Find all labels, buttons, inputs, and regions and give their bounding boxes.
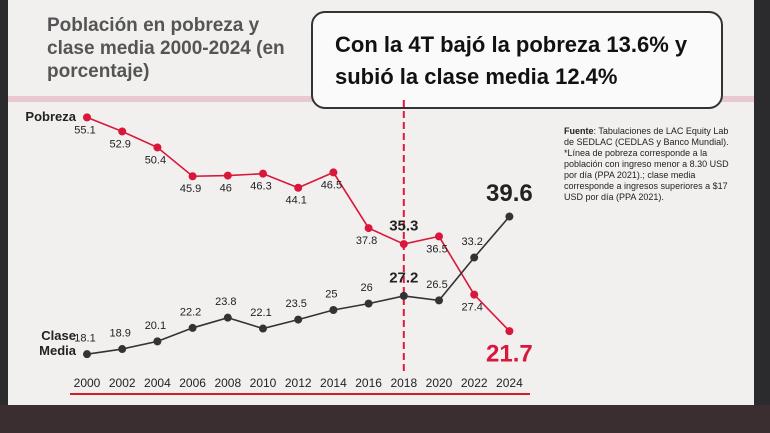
data-label: 37.8 xyxy=(356,235,377,247)
x-tick-label: 2000 xyxy=(74,376,101,390)
data-label: 39.6 xyxy=(486,180,533,207)
point xyxy=(505,327,514,336)
data-label: 27.2 xyxy=(389,269,418,286)
data-label: 46.5 xyxy=(321,179,342,191)
point xyxy=(259,169,267,178)
point xyxy=(329,168,338,177)
data-label: 52.9 xyxy=(109,138,130,150)
point xyxy=(223,313,232,322)
x-tick-label: 2018 xyxy=(390,376,417,390)
source-label: Fuente xyxy=(564,126,594,136)
point xyxy=(188,172,197,181)
point xyxy=(435,296,443,305)
data-label: 36.5 xyxy=(426,243,447,255)
data-label: 23.8 xyxy=(215,296,236,308)
x-tick-label: 2008 xyxy=(214,376,241,390)
chart-title: Población en pobreza y clase media 2000-… xyxy=(47,15,285,82)
point xyxy=(118,127,127,136)
data-label: 20.1 xyxy=(145,320,166,332)
x-tick-label: 2024 xyxy=(496,376,523,390)
data-label: 22.2 xyxy=(180,306,201,318)
data-label: 55.1 xyxy=(74,124,95,136)
data-label: 27.4 xyxy=(461,302,482,314)
x-tick-label: 2014 xyxy=(320,376,347,390)
point xyxy=(364,299,373,308)
data-label: 26 xyxy=(360,282,372,294)
point xyxy=(329,306,338,314)
x-tick-label: 2010 xyxy=(250,376,277,390)
data-label: 46 xyxy=(220,183,232,195)
point xyxy=(188,323,197,332)
point xyxy=(435,232,443,241)
point xyxy=(153,337,162,346)
point xyxy=(223,171,232,180)
series-label: Pobreza xyxy=(25,109,76,124)
data-label: 44.1 xyxy=(285,195,306,207)
bottom-band xyxy=(0,405,770,433)
x-tick-label: 2016 xyxy=(355,376,382,390)
point xyxy=(470,290,479,299)
data-label: 35.3 xyxy=(389,218,418,235)
data-label: 26.5 xyxy=(426,279,447,291)
x-tick-label: 2012 xyxy=(285,376,312,390)
data-label: 21.7 xyxy=(486,340,533,367)
point xyxy=(83,350,91,359)
data-label: 23.5 xyxy=(285,298,306,310)
source-note: Fuente: Tabulaciones de LAC Equity Lab d… xyxy=(564,126,732,203)
point xyxy=(153,143,162,152)
data-label: 18.1 xyxy=(74,333,95,345)
data-label: 22.1 xyxy=(250,307,271,319)
point xyxy=(399,291,408,300)
point xyxy=(294,315,303,324)
point xyxy=(399,240,408,249)
point xyxy=(364,224,373,233)
point xyxy=(505,212,514,221)
data-label: 25 xyxy=(325,288,337,300)
data-label: 18.9 xyxy=(109,327,130,339)
data-label: 50.4 xyxy=(145,154,166,166)
series-label: Clase Media xyxy=(39,328,76,358)
x-tick-label: 2006 xyxy=(179,376,206,390)
x-tick-label: 2020 xyxy=(426,376,453,390)
x-tick-label: 2002 xyxy=(109,376,136,390)
data-label: 33.2 xyxy=(461,236,482,248)
x-tick-label: 2022 xyxy=(461,376,488,390)
point xyxy=(118,345,127,354)
headline: Con la 4T bajó la pobreza 13.6% y subió … xyxy=(311,11,723,109)
source-text: : Tabulaciones de LAC Equity Lab de SEDL… xyxy=(564,126,729,202)
point xyxy=(470,253,479,262)
data-label: 45.9 xyxy=(180,183,201,195)
data-label: 46.3 xyxy=(250,181,271,193)
x-tick-label: 2004 xyxy=(144,376,171,390)
point xyxy=(294,183,303,192)
point xyxy=(83,113,91,122)
point xyxy=(259,324,267,333)
